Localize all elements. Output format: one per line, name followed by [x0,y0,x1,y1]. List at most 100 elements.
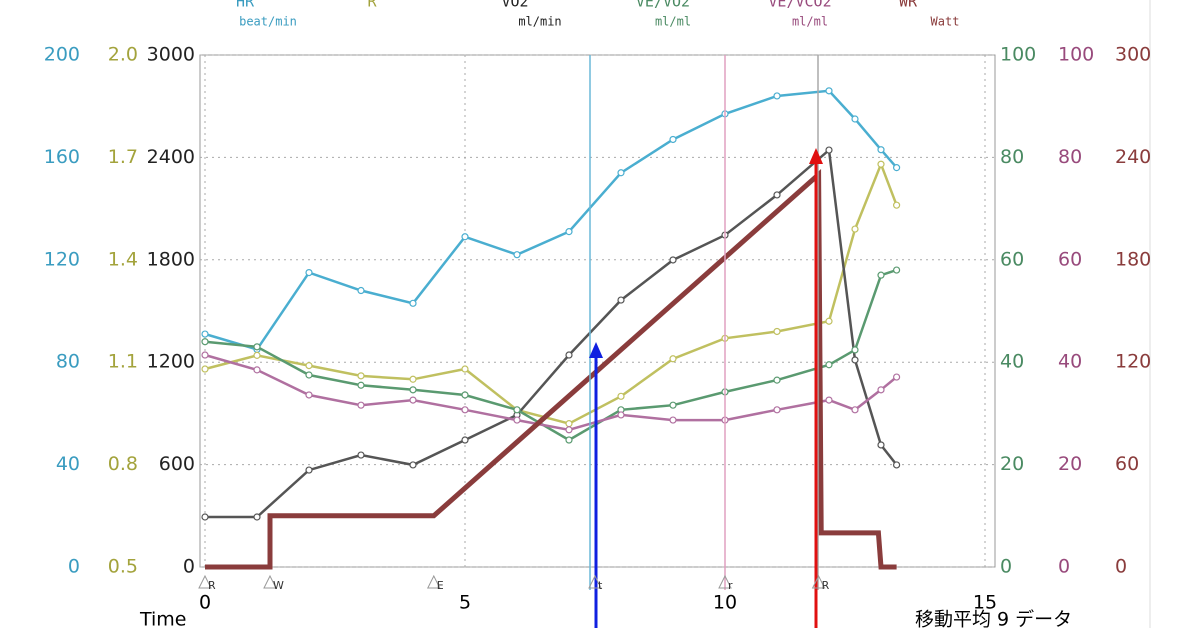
data-point [357,381,365,389]
data-point [461,406,469,414]
y-tick-label: 20 [1058,453,1082,475]
series-unit: Watt [931,15,960,29]
data-point [851,346,859,354]
data-point [825,87,833,95]
data-point [773,376,781,384]
series-name: VO2 [501,0,528,11]
data-point [409,461,417,469]
series-name: R [367,0,377,11]
annotation-marker [588,574,602,589]
data-point [305,371,313,379]
y-tick-label: 20 [1000,453,1024,475]
data-point [851,356,859,364]
y-tick-label: 2.0 [108,44,138,66]
y-tick-label: 600 [159,453,195,475]
data-point [201,330,209,338]
arrow-head [589,342,603,358]
y-tick-label: 100 [1058,44,1094,66]
data-point [357,372,365,380]
y-tick-label: 120 [1115,351,1151,373]
data-point [669,355,677,363]
data-point [892,164,901,172]
annotation-label: r [728,579,733,592]
y-tick-label: 60 [1000,248,1024,270]
data-point [892,373,901,381]
data-point [253,513,261,521]
y-tick-label: 1800 [147,248,195,270]
annotation-label: R [208,579,216,592]
y-tick-label: 0 [1058,556,1070,578]
x-tick-label: 15 [973,592,997,614]
y-tick-label: 300 [1115,44,1151,66]
annotation-label: E [437,579,444,592]
data-point [461,391,469,399]
x-axis-label: Time [139,609,187,628]
data-point [877,146,885,154]
data-point [201,338,209,346]
y-tick-label: 80 [1058,146,1082,168]
data-point [892,461,901,469]
annotation-label: W [273,579,284,592]
data-point [617,169,625,177]
data-point [513,416,521,424]
data-point [565,426,573,434]
x-tick-label: 10 [713,592,737,614]
series-unit: ml/ml [792,15,828,29]
data-point [877,441,885,449]
data-point [825,396,833,404]
data-point [565,436,573,444]
data-point [513,251,521,259]
y-tick-label: 40 [56,453,80,475]
data-point [617,392,625,400]
data-point [892,266,901,274]
data-point [825,317,833,325]
annotation-label: t [598,579,603,592]
y-tick-label: 80 [56,351,80,373]
series-line [205,147,898,519]
data-point [305,466,313,474]
series-name: HR [236,0,255,11]
data-point [409,299,417,307]
y-tick-label: 0 [1000,556,1012,578]
data-point [409,375,417,383]
arrow-head [809,148,823,164]
y-tick-label: 40 [1058,351,1082,373]
y-tick-label: 60 [1058,248,1082,270]
data-point [357,286,365,295]
data-point [851,406,859,414]
y-tick-label: 1.7 [108,146,138,168]
data-point [565,228,573,236]
data-point [825,146,833,154]
y-tick-label: 100 [1000,44,1036,66]
data-point [617,296,625,304]
data-point [513,406,521,414]
annotation-marker [263,574,277,589]
data-point [357,401,365,409]
data-point [617,411,625,419]
y-tick-label: 200 [44,44,80,66]
data-point [253,343,261,351]
series-name: VE/VO2 [636,0,690,11]
data-point [851,115,859,123]
y-tick-label: 2400 [147,146,195,168]
data-point [669,256,677,264]
y-tick-label: 40 [1000,351,1024,373]
y-tick-label: 1.1 [108,351,138,373]
data-point [773,191,781,199]
data-point [461,436,469,444]
data-point [565,420,573,428]
data-point [409,396,417,404]
x-tick-label: 0 [199,592,211,614]
y-tick-label: 180 [1115,248,1151,270]
y-tick-label: 0 [68,556,80,578]
data-point [825,361,833,369]
data-point [461,233,469,241]
data-point [877,386,885,394]
data-point [877,160,885,168]
data-point [305,391,313,399]
data-point [305,362,313,370]
data-point [409,386,417,394]
data-point [773,406,781,414]
annotation-label: R [822,579,830,592]
